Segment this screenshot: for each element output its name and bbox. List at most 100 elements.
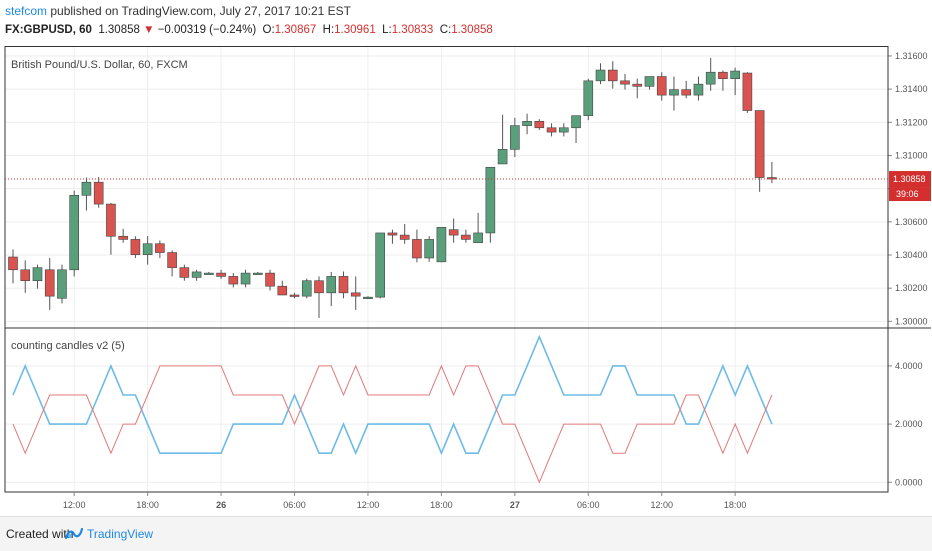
main-pane-title: British Pound/U.S. Dollar, 60, FXCM xyxy=(11,59,188,71)
candle-body xyxy=(32,267,43,282)
candle-body xyxy=(448,229,459,236)
candle-body xyxy=(179,267,190,278)
candle-body xyxy=(216,272,226,277)
candle-body xyxy=(240,272,251,285)
candle-body xyxy=(461,234,471,240)
indicator-tick-label: 2.0000 xyxy=(895,419,923,429)
author-link[interactable]: stefcom xyxy=(5,4,48,18)
time-tick-label: 27 xyxy=(510,500,520,510)
symbol-label: FX:GBPUSD, 60 xyxy=(5,24,92,36)
candle-body xyxy=(350,292,361,297)
candle-body xyxy=(265,272,275,287)
down-arrow-icon: ▼ xyxy=(143,24,155,36)
candle-body xyxy=(718,71,728,79)
candle-body xyxy=(473,232,483,244)
candle-body xyxy=(632,83,643,87)
candle-body xyxy=(204,272,214,275)
candle-body xyxy=(412,239,422,259)
candle-body xyxy=(142,243,153,255)
candle-body xyxy=(69,194,79,271)
candle-body xyxy=(289,294,300,297)
price-tick-label: 1.30400 xyxy=(895,250,928,260)
candle-body xyxy=(705,71,716,85)
count-line-red xyxy=(12,364,773,484)
candle-body xyxy=(118,235,128,240)
candle-body xyxy=(20,269,31,282)
candle-body xyxy=(167,252,177,268)
last-price: 1.30858 xyxy=(98,24,140,36)
indicator-tick-label: 0.0000 xyxy=(895,477,923,487)
candle-body xyxy=(522,121,532,126)
time-tick-label: 18:00 xyxy=(724,500,747,510)
candle-body xyxy=(44,269,55,297)
candle-body xyxy=(571,115,581,129)
candle-body xyxy=(767,177,777,180)
candle-body xyxy=(595,69,606,82)
low-value: 1.30833 xyxy=(391,24,434,36)
candle-body xyxy=(546,127,557,133)
price-tick-label: 1.31000 xyxy=(895,150,928,160)
indicator-pane-title: counting candles v2 (5) xyxy=(11,340,125,352)
candle-body xyxy=(106,203,116,237)
candle-body xyxy=(424,239,434,259)
candle-body xyxy=(375,232,386,298)
plot-background xyxy=(5,46,888,492)
indicator-tick-label: 4.0000 xyxy=(895,361,923,371)
close-value: 1.30858 xyxy=(451,24,493,36)
candle-body xyxy=(314,280,324,294)
candle-body xyxy=(742,72,753,111)
candle-body xyxy=(656,76,667,96)
open-value: 1.30867 xyxy=(274,24,317,36)
price-tick-label: 1.31600 xyxy=(895,51,928,61)
time-tick-label: 26 xyxy=(216,500,226,510)
candle-body xyxy=(497,149,508,165)
time-tick-label: 12:00 xyxy=(357,500,380,510)
candle-body xyxy=(620,80,630,85)
high-value: 1.30961 xyxy=(334,24,376,36)
high-label: H: xyxy=(322,24,335,36)
time-tick-label: 12:00 xyxy=(650,500,673,510)
price-tick-label: 1.31200 xyxy=(895,117,928,127)
candle-body xyxy=(607,69,618,82)
candle-body xyxy=(228,276,239,285)
candle-body xyxy=(81,181,92,196)
candle-body xyxy=(644,76,655,87)
symbol-info: FX:GBPUSD, 60 1.30858 ▼ −0.00319 (−0.24%… xyxy=(5,24,493,36)
time-tick-label: 18:00 xyxy=(430,500,453,510)
price-tick-label: 1.30200 xyxy=(895,283,928,293)
countdown-label: 39:06 xyxy=(896,189,919,199)
candle-body xyxy=(485,166,496,234)
publish-info: stefcom published on TradingView.com, Ju… xyxy=(5,4,351,18)
candle-body xyxy=(130,239,141,255)
countdown-label-bg xyxy=(889,187,931,202)
candle-body xyxy=(534,121,545,129)
candle-body xyxy=(436,227,447,263)
time-tick-label: 18:00 xyxy=(136,500,159,510)
candle-body xyxy=(693,83,704,96)
candle-body xyxy=(754,110,765,178)
candle-body xyxy=(363,296,373,299)
candle-body xyxy=(510,125,520,150)
tradingview-brand[interactable]: TradingView xyxy=(87,527,154,541)
candle-body xyxy=(387,232,398,236)
low-label: L: xyxy=(382,24,392,36)
candle-body xyxy=(93,181,104,205)
chart-area[interactable]: 1.300001.302001.304001.306001.308001.310… xyxy=(0,46,932,516)
time-tick-label: 06:00 xyxy=(283,500,306,510)
time-tick-label: 12:00 xyxy=(63,500,86,510)
tradingview-logo-icon[interactable] xyxy=(64,525,84,541)
price-tick-label: 1.31400 xyxy=(895,84,928,94)
current-price-label: 1.30858 xyxy=(893,174,926,184)
current-price-label-bg xyxy=(889,171,931,188)
candle-body xyxy=(191,271,202,278)
count-line-blue xyxy=(12,334,773,456)
candle-body xyxy=(155,243,165,253)
candle-body xyxy=(277,285,288,296)
price-tick-label: 1.30000 xyxy=(895,316,928,326)
candle-body xyxy=(558,127,569,133)
open-label: O: xyxy=(262,24,275,36)
candle-body xyxy=(399,234,410,240)
candle-body xyxy=(730,70,740,79)
created-with-text: Created with xyxy=(6,527,74,541)
candle-body xyxy=(8,256,18,271)
